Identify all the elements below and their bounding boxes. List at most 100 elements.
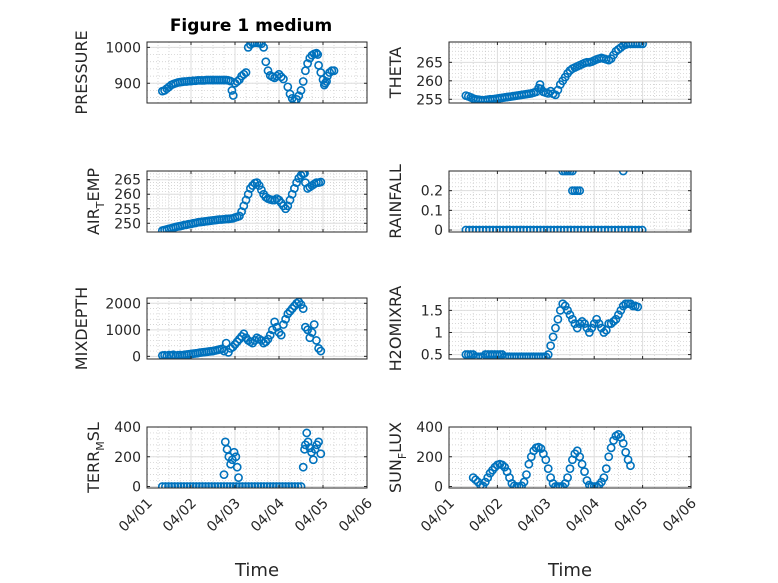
data-point <box>176 482 186 488</box>
data-point <box>480 477 490 487</box>
data-point <box>179 482 189 488</box>
data-point <box>303 325 312 335</box>
data-point <box>316 177 326 187</box>
data-point <box>222 482 232 488</box>
subplot-h2omixra: 0.5 1 1.5 H2OMIXRA <box>386 286 692 371</box>
y-axis-label-main: THETA <box>386 47 405 99</box>
markers-h2omixra <box>461 299 643 359</box>
y-tick-label: 265 <box>416 55 443 71</box>
data-point <box>601 464 611 474</box>
y-tick-label: 1 <box>434 325 443 341</box>
data-point <box>235 482 244 488</box>
y-axis-label: THETA <box>386 47 405 99</box>
data-point <box>580 467 589 477</box>
y-tick-label: 400 <box>114 420 141 436</box>
data-point <box>316 346 326 356</box>
data-point <box>322 77 331 86</box>
y-axis-label-subscript: M <box>94 441 107 451</box>
y-tick-label: 1.5 <box>421 303 443 319</box>
y-axis-label-tail: LUX <box>386 422 405 453</box>
data-point <box>294 91 304 101</box>
data-point <box>191 482 201 488</box>
data-point <box>592 314 602 324</box>
data-point <box>568 314 577 324</box>
data-point <box>247 482 257 488</box>
data-point <box>204 482 213 488</box>
data-point <box>232 77 242 86</box>
y-tick-label: 200 <box>416 450 443 466</box>
data-point <box>278 320 288 329</box>
subplot-theta: 255 260 265 THETA <box>386 41 692 108</box>
data-point <box>298 304 308 314</box>
data-point <box>519 477 529 487</box>
data-point <box>546 341 556 351</box>
data-point <box>161 482 170 488</box>
data-point <box>599 328 609 337</box>
data-point <box>597 477 606 487</box>
data-point <box>565 464 575 474</box>
y-tick-label: 250 <box>114 216 141 232</box>
data-point <box>621 447 631 457</box>
data-point <box>194 482 204 488</box>
y-tick-label: 0.2 <box>421 184 443 200</box>
y-axis-label: SUNFLUX <box>386 422 409 493</box>
data-point <box>265 330 275 340</box>
data-point <box>253 482 263 488</box>
data-point <box>606 319 616 329</box>
y-tick-label: 0.1 <box>421 203 443 219</box>
y-axis-label-main: AIR <box>84 208 103 235</box>
data-point <box>284 482 294 488</box>
data-point <box>606 443 616 453</box>
subplot-pressure: 900 1000 PRESSURE <box>72 30 368 115</box>
data-point <box>298 462 308 472</box>
data-point <box>311 336 321 345</box>
y-axis-label-main: SUN <box>386 459 405 493</box>
data-point <box>281 482 290 488</box>
data-point <box>300 171 309 178</box>
y-tick-label: 0 <box>434 223 443 239</box>
data-point <box>611 314 621 324</box>
y-tick-label: 0 <box>132 480 141 496</box>
data-point <box>275 482 284 488</box>
data-point <box>560 301 570 311</box>
y-tick-label: 200 <box>114 450 141 466</box>
data-point <box>609 317 618 326</box>
figure-title: Figure 1 medium <box>170 16 332 36</box>
data-point <box>553 314 563 324</box>
y-tick-label: 0 <box>132 349 141 365</box>
data-point <box>231 452 241 462</box>
data-point <box>290 96 299 103</box>
data-point <box>296 86 306 95</box>
y-axis-label: PRESSURE <box>72 30 91 114</box>
y-tick-label: 1000 <box>105 323 141 339</box>
y-tick-label: 260 <box>114 187 141 203</box>
data-point <box>300 444 309 454</box>
data-point <box>637 225 647 232</box>
markers-sun-flux <box>468 430 635 488</box>
data-point <box>281 314 290 324</box>
data-point <box>543 350 553 359</box>
data-point <box>244 482 254 488</box>
data-point <box>210 482 220 488</box>
data-point <box>271 482 281 488</box>
data-point <box>207 482 217 488</box>
data-point <box>241 482 250 488</box>
data-point <box>173 482 183 488</box>
data-point <box>626 461 635 471</box>
data-point <box>292 178 301 188</box>
axes-frame <box>448 170 692 233</box>
data-point <box>231 482 241 488</box>
axes-frame <box>448 426 692 489</box>
data-point <box>311 48 321 58</box>
data-point <box>308 455 318 465</box>
data-point <box>232 462 242 472</box>
data-point <box>241 68 251 77</box>
data-point <box>307 328 317 337</box>
data-point <box>278 74 288 84</box>
data-point <box>293 482 303 488</box>
data-point <box>594 319 604 329</box>
data-point <box>497 460 507 470</box>
data-point <box>597 323 606 333</box>
data-point <box>290 482 300 488</box>
y-axis-label-tail: EMP <box>84 168 103 202</box>
